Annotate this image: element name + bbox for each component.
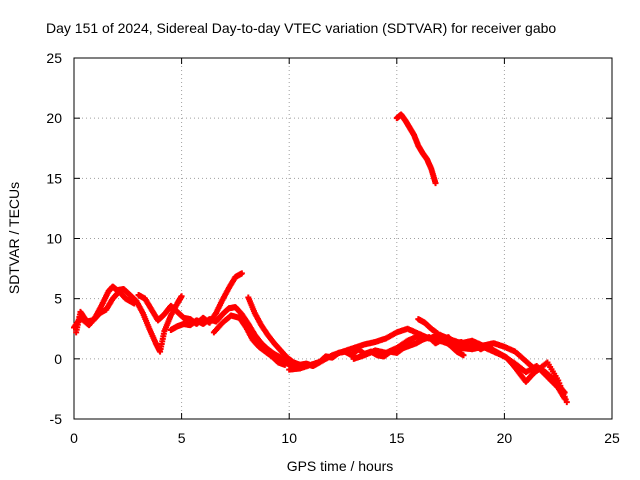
series-track-f xyxy=(245,294,568,396)
data-point xyxy=(281,361,288,368)
series-track-e xyxy=(210,312,288,368)
x-tick-label: 20 xyxy=(497,430,513,446)
x-tick-label: 25 xyxy=(604,430,620,446)
data-point xyxy=(131,300,138,307)
series-track-i xyxy=(393,111,439,187)
series-track-j xyxy=(415,316,467,359)
x-tick-labels: 0 5 10 15 20 25 xyxy=(70,430,620,446)
y-tick-label: 5 xyxy=(54,291,62,307)
series-track-c xyxy=(135,270,245,327)
series-track-h xyxy=(350,331,570,406)
data-point xyxy=(460,352,467,359)
y-tick-label: 20 xyxy=(46,110,62,126)
data-marks xyxy=(71,111,570,406)
y-tick-label: 25 xyxy=(46,50,62,66)
y-axis-label: SDTVAR / TECUs xyxy=(6,182,22,294)
x-tick-label: 5 xyxy=(178,430,186,446)
x-tick-label: 10 xyxy=(281,430,297,446)
x-tick-label: 15 xyxy=(389,430,405,446)
axis-ticks xyxy=(73,57,613,420)
y-tick-label: -5 xyxy=(50,411,63,427)
x-axis-label: GPS time / hours xyxy=(287,458,394,474)
data-point xyxy=(432,180,439,187)
y-tick-label: 10 xyxy=(46,231,62,247)
y-tick-labels: -5 0 5 10 15 20 25 xyxy=(46,50,62,427)
data-point xyxy=(238,270,245,277)
series-track-b xyxy=(73,288,138,336)
data-point xyxy=(563,399,570,406)
chart-title: Day 151 of 2024, Sidereal Day-to-day VTE… xyxy=(46,20,556,36)
data-point xyxy=(178,293,185,300)
y-tick-label: 15 xyxy=(46,170,62,186)
y-tick-label: 0 xyxy=(54,351,62,367)
x-tick-label: 0 xyxy=(70,430,78,446)
series-track-g xyxy=(286,325,568,402)
